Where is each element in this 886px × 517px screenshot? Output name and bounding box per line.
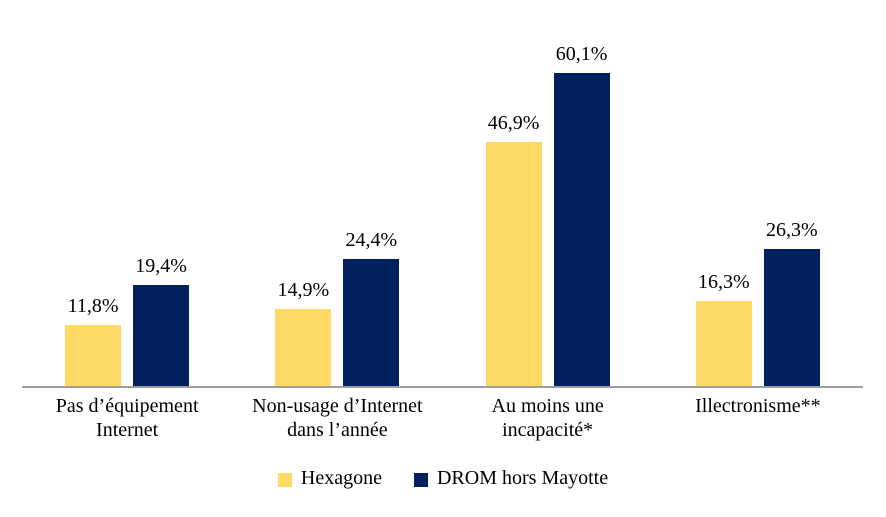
bar-hexagone (275, 309, 332, 386)
bar-drom-hors-mayotte (343, 259, 400, 386)
bar-value-label: 16,3% (698, 271, 750, 293)
bar-groups: 11,8% 19,4% 14,9% 24,4% 46,9% 60,1% 16,3% 26,3% (22, 0, 863, 386)
bar-group: 46,9% 60,1% (443, 43, 653, 386)
legend-swatch-hexagone (277, 472, 292, 487)
bar-value-label: 24,4% (345, 229, 398, 251)
bar-column-drom-hors-mayotte: 24,4% (343, 229, 400, 386)
bar-hexagone (65, 325, 122, 386)
category-label: Pas d’équipement Internet (55, 395, 199, 441)
bar-column-drom-hors-mayotte: 60,1% (553, 43, 610, 386)
legend-item-hexagone: Hexagone (277, 467, 382, 490)
bar-group: 11,8% 19,4% (22, 255, 232, 386)
bar-value-label: 46,9% (487, 112, 540, 134)
bar-column-drom-hors-mayotte: 19,4% (133, 255, 190, 386)
bar-drom-hors-mayotte (133, 285, 190, 386)
category-label: Au moins une incapacité* (491, 395, 604, 441)
legend-label-drom-hors-mayotte: DROM hors Mayotte (436, 467, 609, 489)
bar-column-hexagone: 16,3% (695, 271, 752, 386)
bar-hexagone (695, 301, 752, 386)
plot-area: 11,8% 19,4% 14,9% 24,4% 46,9% 60,1% 16,3% 26,3% (22, 0, 863, 388)
bar-hexagone (485, 142, 542, 386)
category-label: Illectronisme** (695, 395, 821, 417)
bar-drom-hors-mayotte (553, 73, 610, 386)
bar-pair: 14,9% 24,4% (275, 229, 400, 386)
bar-group: 16,3% 26,3% (653, 219, 863, 386)
bar-pair: 11,8% 19,4% (65, 255, 190, 386)
legend: Hexagone DROM hors Mayotte (0, 467, 886, 490)
category-axis: Pas d’équipement Internet Non-usage d’Inte… (22, 395, 863, 442)
bar-value-label: 19,4% (135, 255, 187, 277)
bar-value-label: 14,9% (277, 279, 330, 301)
bar-column-hexagone: 14,9% (275, 279, 332, 386)
bar-column-hexagone: 11,8% (65, 295, 122, 386)
bar-pair: 46,9% 60,1% (485, 43, 610, 386)
bar-value-label: 60,1% (555, 43, 608, 65)
legend-swatch-drom-hors-mayotte (413, 472, 428, 487)
bar-pair: 16,3% 26,3% (695, 219, 820, 386)
legend-label-hexagone: Hexagone (300, 467, 382, 489)
bar-value-label: 26,3% (766, 219, 818, 241)
bar-drom-hors-mayotte (763, 249, 820, 386)
bar-group: 14,9% 24,4% (232, 229, 442, 386)
bar-column-drom-hors-mayotte: 26,3% (763, 219, 820, 386)
legend-item-drom-hors-mayotte: DROM hors Mayotte (413, 467, 609, 490)
bar-value-label: 11,8% (67, 295, 119, 317)
category-label: Non-usage d’Internet dans l’année (252, 395, 423, 441)
bar-column-hexagone: 46,9% (485, 112, 542, 386)
